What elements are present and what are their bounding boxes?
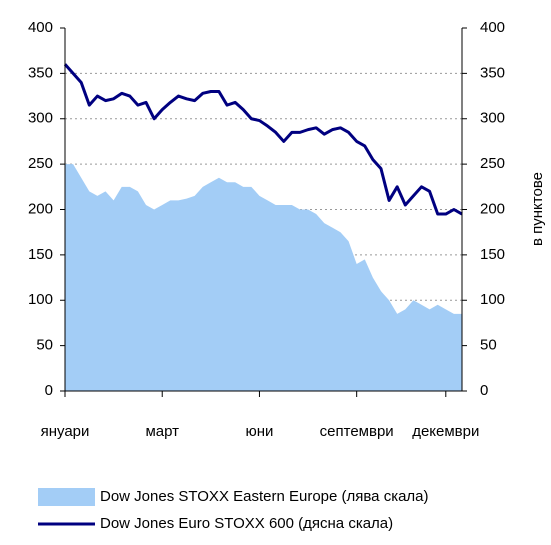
y-tick-label: 200 [28,200,53,217]
y2-tick-label: 200 [480,200,505,217]
y-tick-label: 250 [28,155,53,172]
y-tick-label: 400 [28,19,53,36]
x-tick-label: март [145,423,179,440]
y2-tick-label: 100 [480,291,505,308]
y2-tick-label: 0 [480,382,488,399]
y2-tick-label: 400 [480,19,505,36]
x-tick-label: декември [412,423,479,440]
y2-tick-label: 150 [480,246,505,263]
y-tick-label: 50 [36,337,53,354]
area [65,164,462,391]
legend-label: Dow Jones STOXX Eastern Europe (лява ска… [100,488,429,505]
y-tick-label: 0 [45,382,53,399]
y2-tick-label: 350 [480,64,505,81]
line [63,63,463,216]
y-tick-label: 300 [28,110,53,127]
y2-axis-label: в пунктове [529,172,546,246]
y2-tick-label: 250 [480,155,505,172]
legend-label: Dow Jones Euro STOXX 600 (дясна скала) [100,515,393,532]
y-tick-label: 350 [28,64,53,81]
y2-tick-label: 300 [480,110,505,127]
x-tick-label: юни [245,423,273,440]
y-tick-label: 100 [28,291,53,308]
y-tick-label: 150 [28,246,53,263]
x-tick-label: септември [320,423,394,440]
x-tick-label: януари [41,423,90,440]
y2-tick-label: 50 [480,337,497,354]
legend-swatch [38,488,95,506]
